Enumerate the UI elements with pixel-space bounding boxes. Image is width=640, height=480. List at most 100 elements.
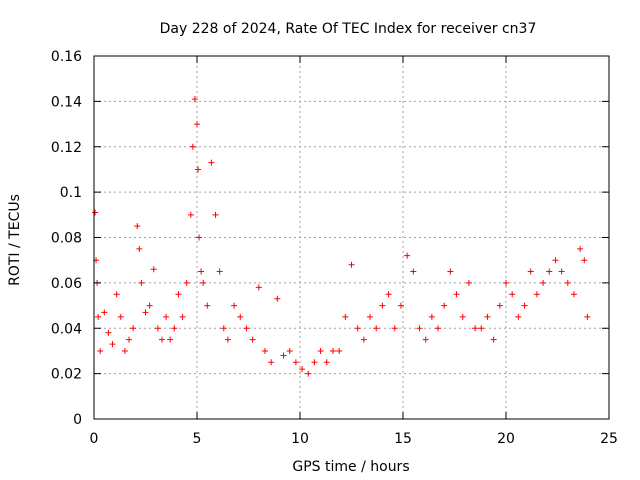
data-point <box>224 336 231 343</box>
data-point <box>540 279 547 286</box>
data-points <box>92 96 591 377</box>
y-tick-label: 0.1 <box>60 185 82 201</box>
data-point <box>208 159 215 166</box>
data-point <box>472 325 479 332</box>
data-point <box>546 268 553 275</box>
data-point <box>101 309 108 316</box>
data-point <box>95 313 102 320</box>
data-point <box>255 284 262 291</box>
data-point <box>360 336 367 343</box>
data-point <box>142 309 149 316</box>
data-point <box>220 325 227 332</box>
data-point <box>581 257 588 264</box>
data-point <box>533 291 540 298</box>
grid-lines <box>94 56 609 419</box>
data-point <box>422 336 429 343</box>
data-point <box>490 336 497 343</box>
data-point <box>558 268 565 275</box>
data-point <box>478 325 485 332</box>
data-point <box>136 245 143 252</box>
data-point <box>373 325 380 332</box>
y-tick-label: 0.02 <box>51 367 82 383</box>
data-point <box>175 291 182 298</box>
data-point <box>292 359 299 366</box>
data-point <box>187 211 194 218</box>
x-tick-label: 0 <box>90 431 99 447</box>
data-point <box>261 347 268 354</box>
data-point <box>584 313 591 320</box>
data-point <box>154 325 161 332</box>
x-tick-label: 10 <box>291 431 309 447</box>
y-axis-label: ROTI / TECUs <box>7 194 23 286</box>
data-point <box>428 313 435 320</box>
y-tick-label: 0.14 <box>51 94 82 110</box>
data-point <box>453 291 460 298</box>
data-point <box>577 245 584 252</box>
data-point <box>484 313 491 320</box>
data-point <box>191 96 198 103</box>
data-point <box>397 302 404 309</box>
data-point <box>354 325 361 332</box>
data-point <box>410 268 417 275</box>
y-tick-label: 0.08 <box>51 231 82 247</box>
data-point <box>342 313 349 320</box>
axis-ticks: 0 0.02 0.04 0.06 0.08 0.1 0.12 0.14 0.16 0 5 10 15 20… <box>51 49 618 447</box>
data-point <box>237 313 244 320</box>
data-point <box>117 313 124 320</box>
data-point <box>121 347 128 354</box>
data-point <box>379 302 386 309</box>
data-point <box>404 252 411 259</box>
data-point <box>509 291 516 298</box>
data-point <box>194 121 200 128</box>
data-point <box>150 266 157 273</box>
data-point <box>416 325 423 332</box>
data-point <box>163 313 170 320</box>
data-point <box>552 257 559 264</box>
data-point <box>195 166 202 173</box>
data-point <box>336 347 343 354</box>
data-point <box>92 209 99 216</box>
data-point <box>198 268 205 275</box>
y-tick-label: 0.04 <box>51 321 82 337</box>
data-point <box>503 279 509 286</box>
data-point <box>348 261 355 268</box>
data-point <box>447 268 454 275</box>
y-tick-label: 0.16 <box>51 49 82 65</box>
data-point <box>97 347 104 354</box>
data-point <box>465 279 472 286</box>
data-point <box>329 347 336 354</box>
data-point <box>515 313 522 320</box>
data-point <box>564 279 571 286</box>
data-point <box>435 325 442 332</box>
data-point <box>196 234 203 241</box>
x-tick-label: 25 <box>600 431 618 447</box>
data-point <box>527 268 534 275</box>
data-point <box>268 359 275 366</box>
data-point <box>158 336 165 343</box>
data-point <box>570 291 577 298</box>
data-point <box>299 366 306 373</box>
data-point <box>167 336 174 343</box>
y-tick-label: 0.12 <box>51 140 82 156</box>
data-point <box>367 313 374 320</box>
data-point <box>179 313 186 320</box>
data-point <box>231 302 238 309</box>
y-tick-label: 0.06 <box>51 276 82 292</box>
data-point <box>171 325 178 332</box>
data-point <box>189 143 196 150</box>
data-point <box>280 352 287 359</box>
data-point <box>109 341 116 348</box>
data-point <box>441 302 448 309</box>
data-point <box>317 347 324 354</box>
data-point <box>249 336 256 343</box>
data-point <box>243 325 250 332</box>
data-point <box>126 336 133 343</box>
data-point <box>323 359 330 366</box>
data-point <box>200 279 207 286</box>
data-point <box>459 313 466 320</box>
plot-frame <box>93 55 610 420</box>
data-point <box>130 325 137 332</box>
data-point <box>113 291 120 298</box>
y-tick-label: 0 <box>73 412 82 428</box>
